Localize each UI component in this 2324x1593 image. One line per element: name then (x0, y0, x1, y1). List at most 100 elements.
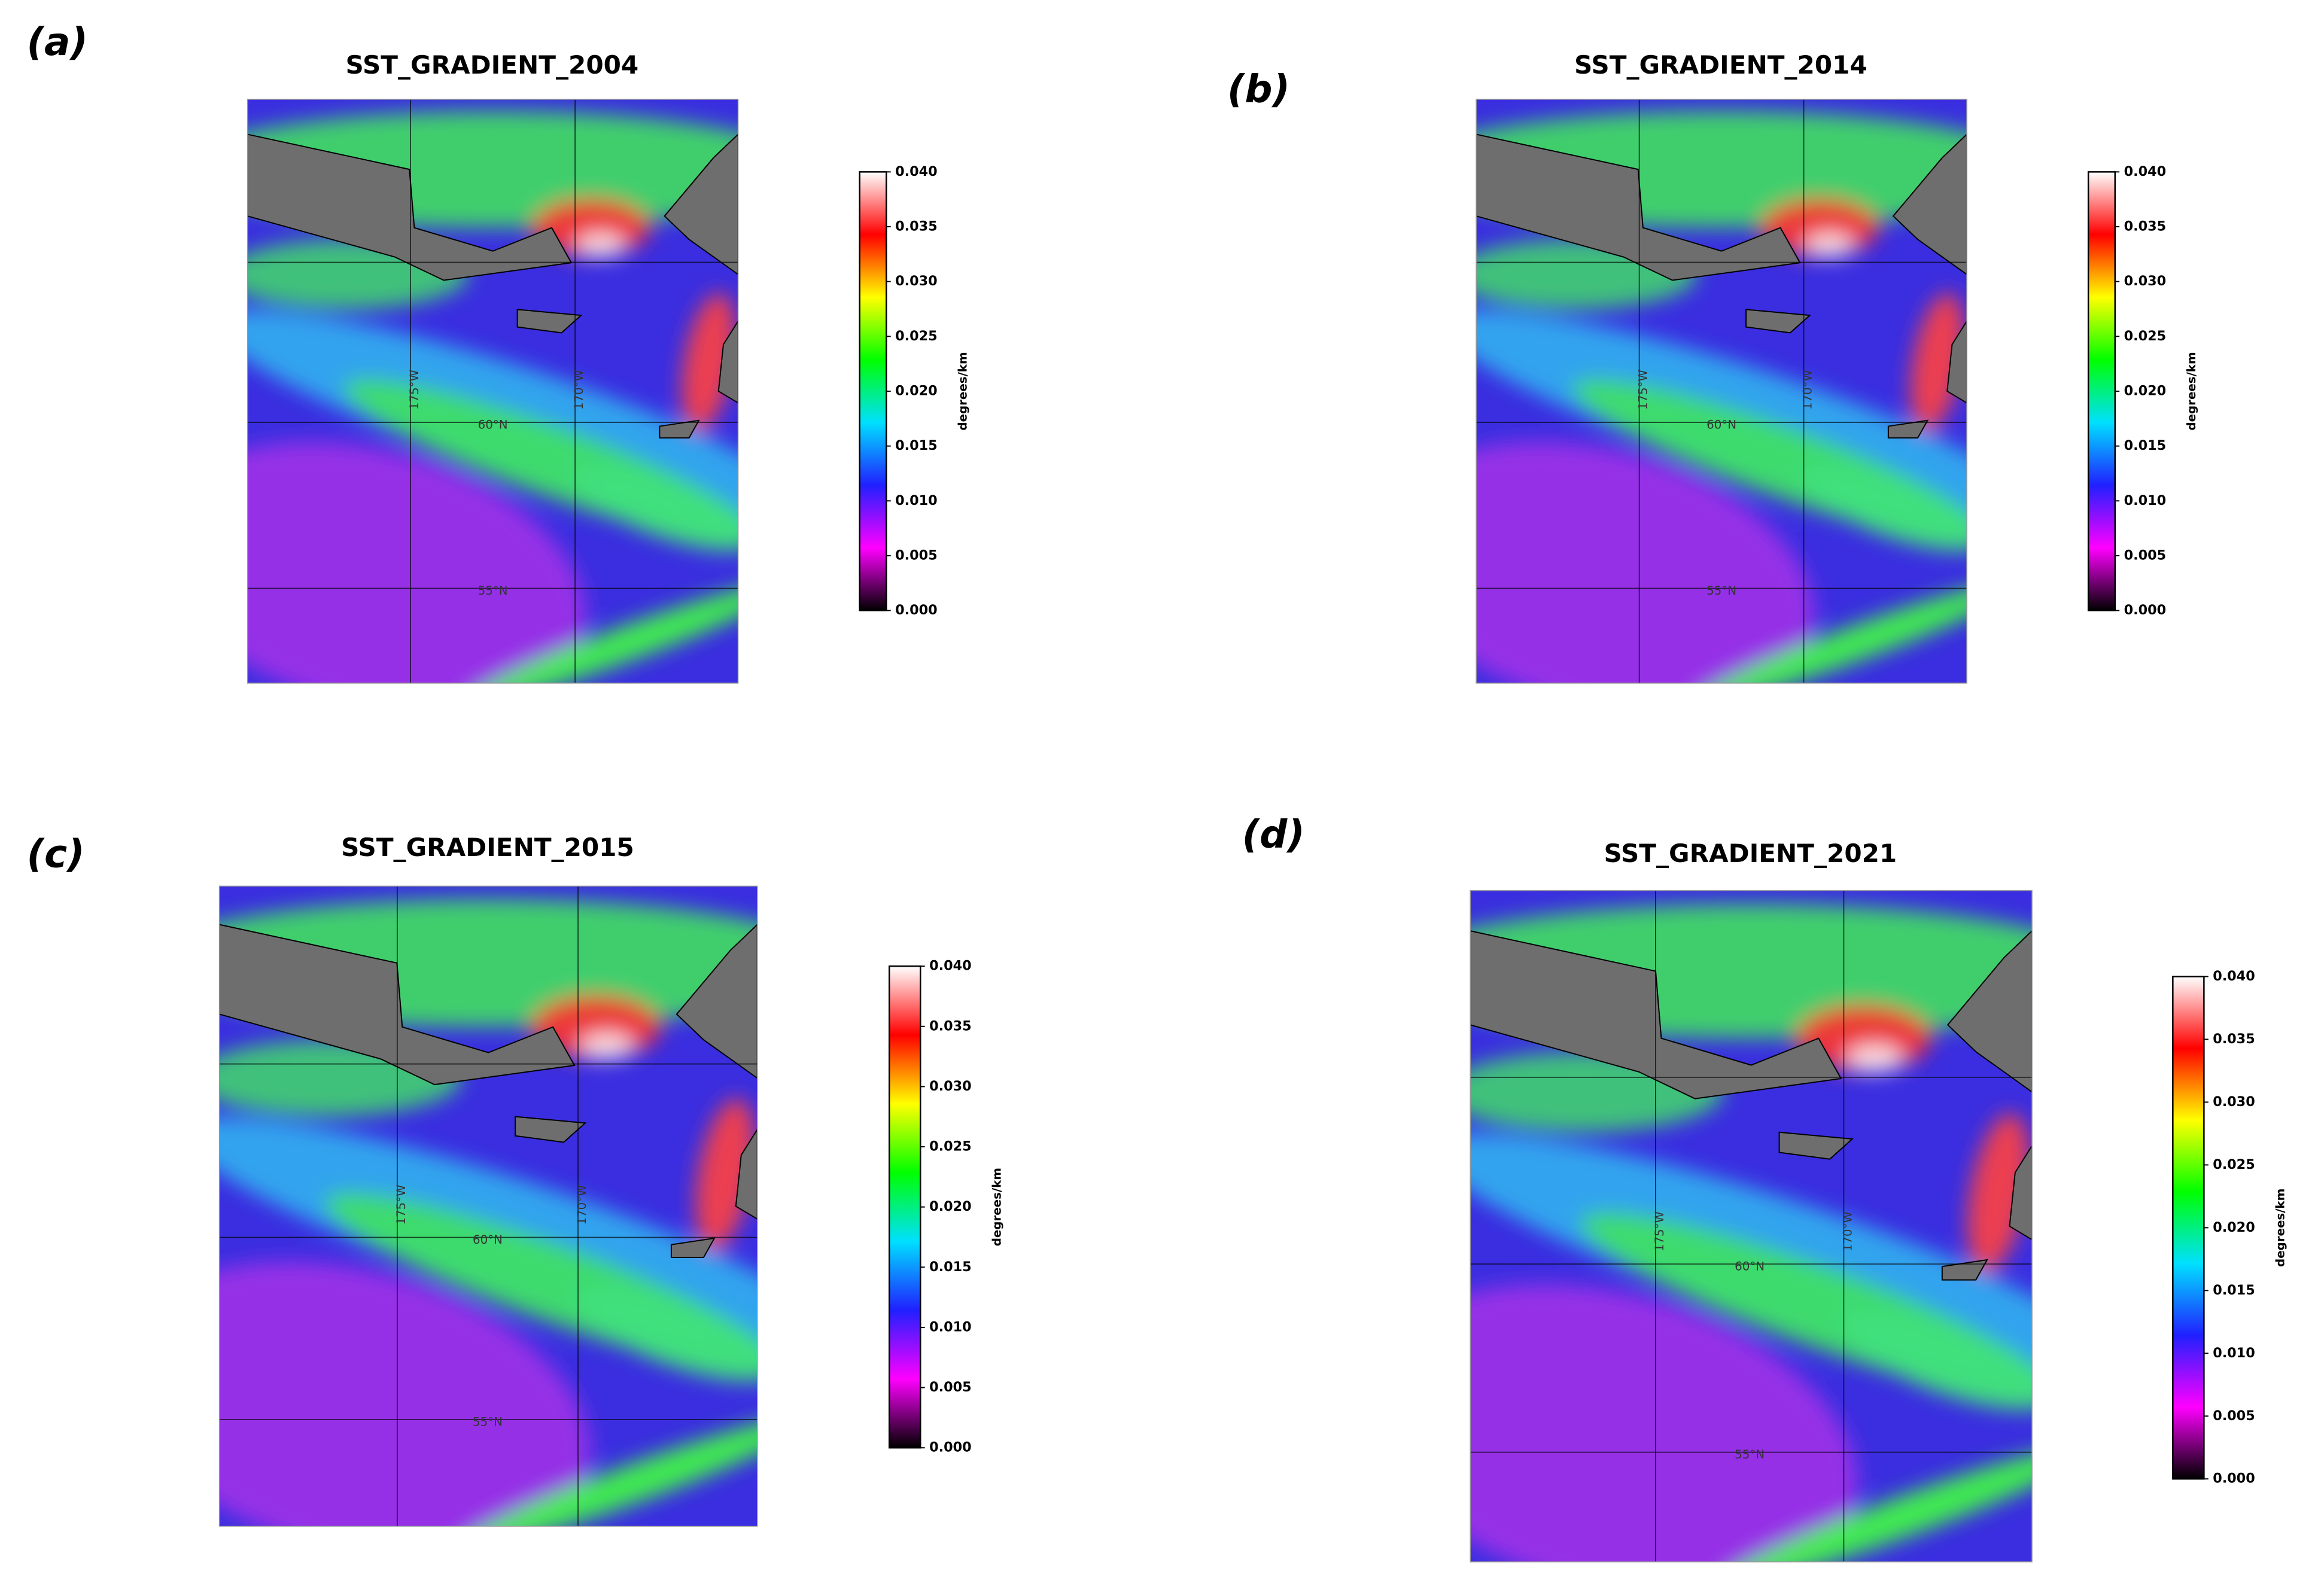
field-blob (1800, 464, 1967, 552)
parallel-label: 55°N (1707, 584, 1736, 598)
meridian-label: 170°W (1800, 370, 1814, 410)
field-blob (1847, 1044, 1903, 1072)
meridian-label: 175°W (1653, 1211, 1666, 1251)
colorbar-tick-label: 0.035 (2213, 1031, 2255, 1047)
map-frame (1470, 890, 2033, 1562)
colorbar-tick-label: 0.025 (2124, 328, 2166, 344)
field-blob (1967, 1113, 2030, 1272)
colorbar-tick-label: 0.025 (2213, 1157, 2255, 1172)
field-blob (219, 1261, 591, 1527)
colorbar-tick-label: 0.025 (929, 1139, 971, 1155)
field-blob (1470, 1284, 1858, 1562)
field-blob (1697, 581, 1967, 683)
field-blob (1805, 233, 1854, 257)
land (1941, 1259, 1988, 1281)
colorbar-tick-label: 0.010 (895, 493, 937, 508)
field-blobs (1470, 904, 2033, 1562)
colorbar-tick-label: 0.015 (2213, 1283, 2255, 1298)
parallel-label: 60°N (473, 1233, 503, 1247)
colorbar-tick-label: 0.040 (2213, 968, 2255, 984)
field-blob (1910, 293, 1965, 431)
colorbar-tick-label: 0.035 (929, 1018, 971, 1034)
parallel-label: 55°N (478, 584, 508, 598)
colorbar-tick-label: 0.030 (2124, 273, 2166, 289)
map-frame (247, 99, 739, 684)
colorbar-tick-label: 0.020 (895, 383, 937, 398)
panel-title: SST_GRADIENT_2014 (1574, 50, 1867, 80)
sst-gradient-field (1476, 99, 1967, 683)
panel-label: (b) (1227, 67, 1290, 112)
land (1892, 133, 1967, 275)
meridian-label: 175°W (1636, 370, 1650, 410)
meridian-label: 175°W (394, 1184, 408, 1225)
field-blob (580, 1033, 634, 1059)
field-blob (247, 441, 586, 683)
land (735, 1128, 758, 1220)
colorbar-tick-label: 0.015 (2124, 438, 2166, 453)
colorbar-tick-label: 0.000 (929, 1440, 971, 1455)
land (1946, 930, 2033, 1093)
land (516, 309, 583, 334)
sst-gradient-field (1470, 890, 2033, 1562)
land (717, 320, 738, 404)
colorbar-tick-label: 0.040 (2124, 164, 2166, 179)
colorbar-label: degrees/km (2185, 352, 2198, 430)
meridian-label: 170°W (575, 1184, 589, 1225)
field-blob (576, 233, 625, 257)
land (247, 133, 573, 281)
land (1946, 320, 1967, 404)
meridian-label: 170°W (572, 370, 586, 410)
meridian-label: 175°W (407, 370, 421, 410)
parallel-label: 55°N (1735, 1448, 1765, 1461)
colorbar-tick-label: 0.035 (2124, 219, 2166, 234)
colorbar-tick-label: 0.040 (929, 958, 971, 974)
parallel-label: 60°N (478, 418, 508, 431)
colorbar-tick-label: 0.000 (2124, 602, 2166, 618)
colorbar (2087, 171, 2116, 611)
colorbar (859, 171, 887, 611)
field-blob (682, 293, 736, 431)
parallel-label: 60°N (1707, 418, 1736, 431)
land (1745, 309, 1812, 334)
colorbar-tick-label: 0.015 (895, 438, 937, 453)
field-blob (1841, 1311, 2033, 1411)
field-blob (462, 1414, 758, 1527)
colorbar-tick-label: 0.005 (2124, 547, 2166, 563)
colorbar-tick-label: 0.005 (2213, 1408, 2255, 1424)
land (2009, 1144, 2033, 1241)
field-blob (1476, 441, 1815, 683)
field-blob (1723, 1445, 2033, 1562)
parallel-label: 55°N (473, 1415, 503, 1429)
parallel-label: 60°N (1735, 1260, 1765, 1274)
map-frame (1476, 99, 1967, 684)
colorbar-tick-label: 0.000 (895, 602, 937, 618)
panel-label: (a) (27, 20, 88, 65)
colorbar-tick-label: 0.040 (895, 164, 937, 179)
land (1476, 133, 1801, 281)
land (1778, 1131, 1854, 1160)
colorbar-tick-label: 0.030 (2213, 1094, 2255, 1110)
colorbar-tick-label: 0.005 (895, 547, 937, 563)
colorbar-tick-label: 0.010 (929, 1319, 971, 1335)
colorbar-tick-label: 0.010 (2124, 493, 2166, 508)
colorbar-label: degrees/km (990, 1168, 1004, 1246)
field-blobs (247, 111, 738, 683)
colorbar-tick-label: 0.025 (895, 328, 937, 344)
sst-gradient-field (247, 99, 738, 683)
panel-label: (d) (1242, 812, 1305, 857)
colorbar-tick-label: 0.030 (929, 1079, 971, 1094)
colorbar-label: degrees/km (2274, 1189, 2288, 1267)
colorbar-tick-label: 0.015 (929, 1259, 971, 1275)
colorbar (2172, 976, 2205, 1480)
panel-title: SST_GRADIENT_2021 (1604, 839, 1897, 868)
panel-title: SST_GRADIENT_2015 (341, 833, 634, 862)
field-blob (469, 581, 738, 683)
panel-label: (c) (27, 831, 85, 876)
land (664, 133, 738, 275)
colorbar-tick-label: 0.010 (2213, 1345, 2255, 1361)
colorbar-label: degrees/km (956, 352, 970, 430)
colorbar-tick-label: 0.005 (929, 1379, 971, 1395)
land (515, 1116, 587, 1143)
